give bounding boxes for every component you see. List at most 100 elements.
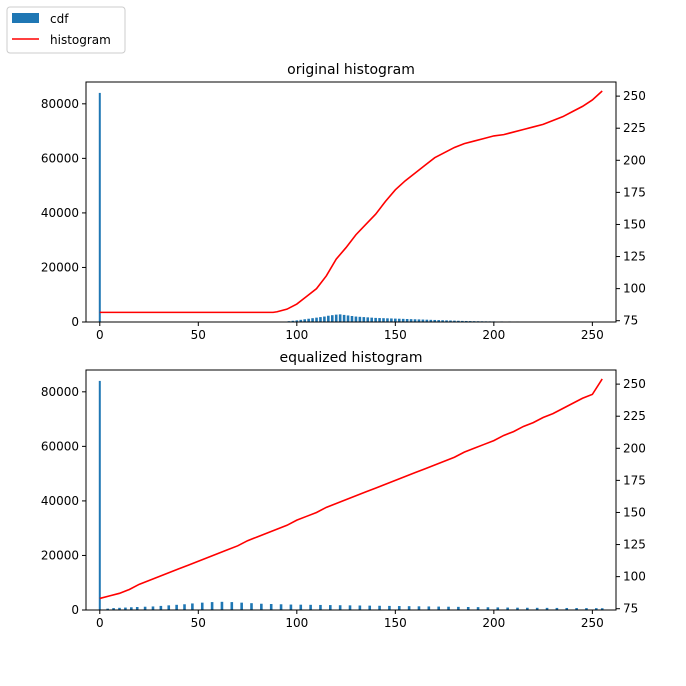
original-histogram-x-tick-label: 50 — [191, 328, 206, 342]
equalized-histogram-y-ticks: 0 20000 40000 60000 80000 — [41, 385, 86, 617]
equalized-histogram-y2-tick-label: 200 — [623, 441, 646, 455]
equalized-histogram-bar — [250, 603, 253, 610]
original-histogram-bar — [307, 318, 310, 322]
original-histogram-bar — [401, 318, 405, 322]
equalized-histogram-bar — [545, 607, 549, 610]
equalized-histogram-bar — [240, 602, 243, 610]
legend-cdf-swatch — [12, 13, 39, 23]
equalized-histogram-bar — [143, 606, 147, 610]
original-histogram-bar — [330, 315, 334, 322]
original-histogram-bars — [98, 92, 604, 323]
equalized-histogram-bar — [279, 604, 283, 610]
equalized-histogram-bar — [585, 608, 588, 610]
original-histogram-bar — [429, 319, 433, 322]
equalized-histogram-x-tick-label: 100 — [285, 616, 308, 630]
equalized-histogram-bar — [269, 604, 273, 610]
equalized-histogram-x-tick-label: 200 — [482, 616, 505, 630]
equalized-histogram-x-tick-label: 0 — [96, 616, 104, 630]
equalized-histogram-bar — [526, 607, 529, 610]
original-histogram-y2-tick-label: 250 — [623, 89, 646, 103]
original-histogram-y2-tick-label: 225 — [623, 121, 646, 135]
original-histogram-bar — [409, 319, 413, 322]
equalized-histogram-bar — [575, 608, 578, 610]
original-histogram-bar — [342, 314, 346, 322]
legend-cdf-label: cdf — [50, 12, 69, 26]
equalized-histogram-y2-tick-label: 75 — [623, 602, 638, 616]
original-histogram-y2-ticks: 75 100 125 150 175 200 225 250 — [616, 89, 646, 328]
equalized-histogram-bar — [516, 607, 519, 610]
equalized-histogram-bar — [167, 605, 171, 610]
equalized-histogram-bar — [506, 607, 509, 610]
original-histogram-bar — [354, 316, 358, 322]
original-histogram-y-tick-label: 80000 — [41, 97, 79, 111]
original-histogram-bar — [441, 320, 444, 322]
equalized-histogram-bar — [230, 602, 234, 610]
equalized-histogram-bar — [260, 603, 263, 610]
equalized-histogram-bar — [124, 607, 127, 610]
original-histogram-y-tick-label: 60000 — [41, 151, 79, 165]
equalized-histogram-bar — [309, 604, 312, 610]
original-histogram-y-tick-label: 40000 — [41, 206, 79, 220]
equalized-histogram-x-tick-label: 250 — [581, 616, 604, 630]
original-histogram-bar — [461, 320, 464, 322]
original-histogram-bar — [382, 318, 385, 322]
original-histogram-bar — [366, 317, 370, 322]
original-histogram-bar — [299, 319, 303, 322]
original-histogram-x-tick-label: 150 — [384, 328, 407, 342]
original-histogram-x-tick-label: 100 — [285, 328, 308, 342]
legend: cdf histogram — [6, 6, 126, 54]
equalized-histogram-bar — [348, 605, 352, 610]
equalized-histogram-x-tick-label: 50 — [191, 616, 206, 630]
original-histogram-bar — [449, 320, 452, 322]
equalized-histogram-line — [99, 378, 603, 600]
equalized-histogram-bar — [106, 608, 109, 610]
equalized-histogram-bar — [447, 606, 450, 610]
equalized-histogram-bar — [200, 602, 204, 610]
equalized-histogram-bar — [466, 607, 470, 610]
original-histogram-y2-tick-label: 150 — [623, 217, 646, 231]
original-histogram-bar — [390, 318, 393, 322]
equalized-histogram-y2-tick-label: 125 — [623, 538, 646, 552]
equalized-histogram-bar — [151, 606, 155, 610]
original-histogram-x-ticks: 0 50 100 150 200 250 — [96, 322, 604, 342]
equalized-histogram-bar — [210, 602, 214, 610]
original-histogram-x-tick-label: 200 — [482, 328, 505, 342]
original-histogram-bar — [386, 318, 389, 322]
original-histogram-bar — [445, 320, 448, 322]
equalized-histogram-bar — [565, 607, 569, 610]
original-histogram-y2-tick-label: 75 — [623, 314, 638, 328]
original-histogram-line — [99, 90, 603, 314]
equalized-histogram-bar — [378, 605, 381, 610]
original-histogram-title: original histogram — [287, 62, 415, 78]
original-histogram-bar — [464, 320, 468, 322]
equalized-histogram-y-tick-label: 0 — [71, 603, 79, 617]
equalized-histogram-y-tick-label: 20000 — [41, 548, 79, 562]
equalized-histogram-bar — [338, 605, 342, 610]
equalized-histogram-y2-ticks: 75 100 125 150 175 200 225 250 — [616, 377, 646, 616]
original-histogram-bar — [374, 317, 377, 322]
original-histogram-bar — [378, 318, 381, 322]
equalized-histogram-y2-tick-label: 250 — [623, 377, 646, 391]
original-histogram-y-tick-label: 0 — [71, 315, 79, 329]
equalized-histogram-bar — [191, 603, 194, 610]
equalized-histogram-bar — [535, 607, 539, 610]
original-histogram-x-tick-label: 0 — [96, 328, 104, 342]
equalized-histogram-bar — [159, 605, 163, 610]
equalized-histogram-y-tick-label: 80000 — [41, 385, 79, 399]
original-histogram-bar — [358, 316, 362, 322]
equalized-histogram-bar — [112, 608, 115, 610]
equalized-histogram-bar — [486, 607, 490, 610]
equalized-histogram-bar — [98, 380, 101, 610]
original-histogram-x-tick-label: 250 — [581, 328, 604, 342]
equalized-histogram-bar — [299, 604, 303, 610]
equalized-histogram-y-tick-label: 60000 — [41, 439, 79, 453]
original-histogram-y2-tick-label: 125 — [623, 250, 646, 264]
equalized-histogram-x-ticks: 0 50 100 150 200 250 — [96, 610, 604, 630]
original-histogram-bar — [350, 316, 354, 322]
equalized-histogram-bar — [427, 606, 431, 610]
original-histogram-bar — [327, 315, 330, 322]
original-histogram-y-tick-label: 20000 — [41, 260, 79, 274]
original-histogram-bar — [291, 320, 295, 322]
equalized-histogram-bar — [329, 605, 332, 610]
equalized-histogram-bars — [98, 380, 604, 610]
